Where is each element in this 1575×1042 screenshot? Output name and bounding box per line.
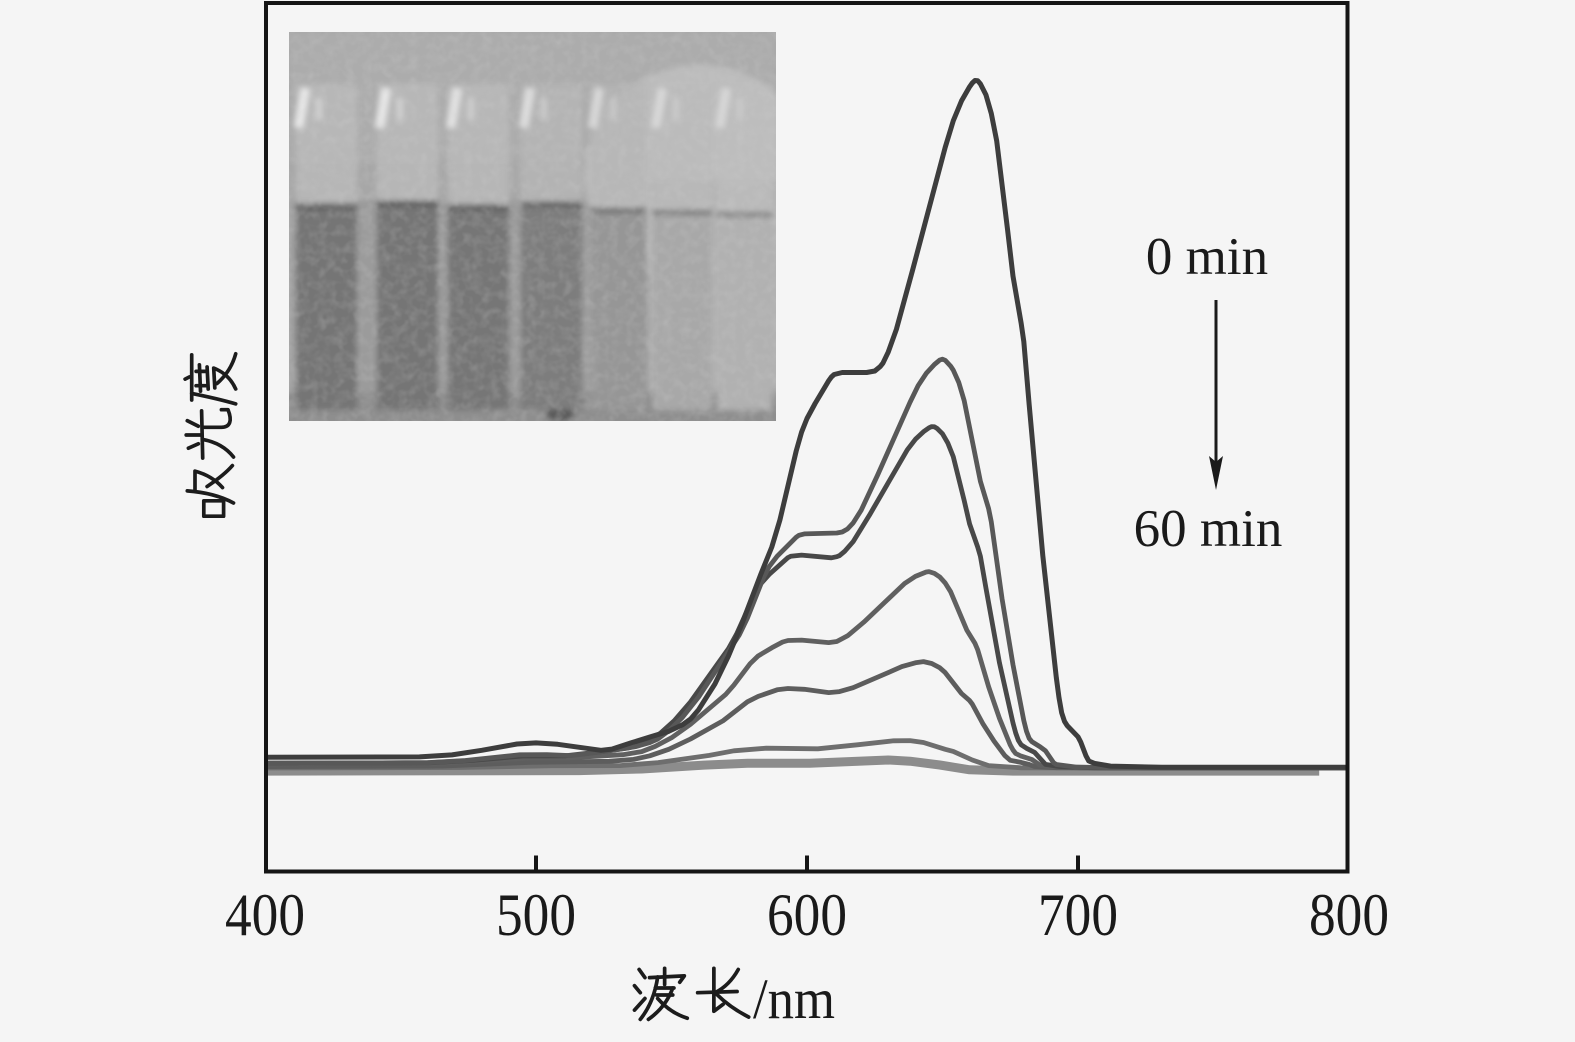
svg-text:800: 800 [1309, 882, 1389, 948]
svg-text:400: 400 [225, 882, 305, 948]
svg-text:0 min: 0 min [1146, 228, 1268, 286]
svg-text:500: 500 [496, 882, 576, 948]
svg-text:600: 600 [767, 882, 847, 948]
svg-text:700: 700 [1038, 882, 1118, 948]
svg-text:/nm: /nm [753, 968, 835, 1031]
svg-text:60 min: 60 min [1134, 500, 1283, 558]
